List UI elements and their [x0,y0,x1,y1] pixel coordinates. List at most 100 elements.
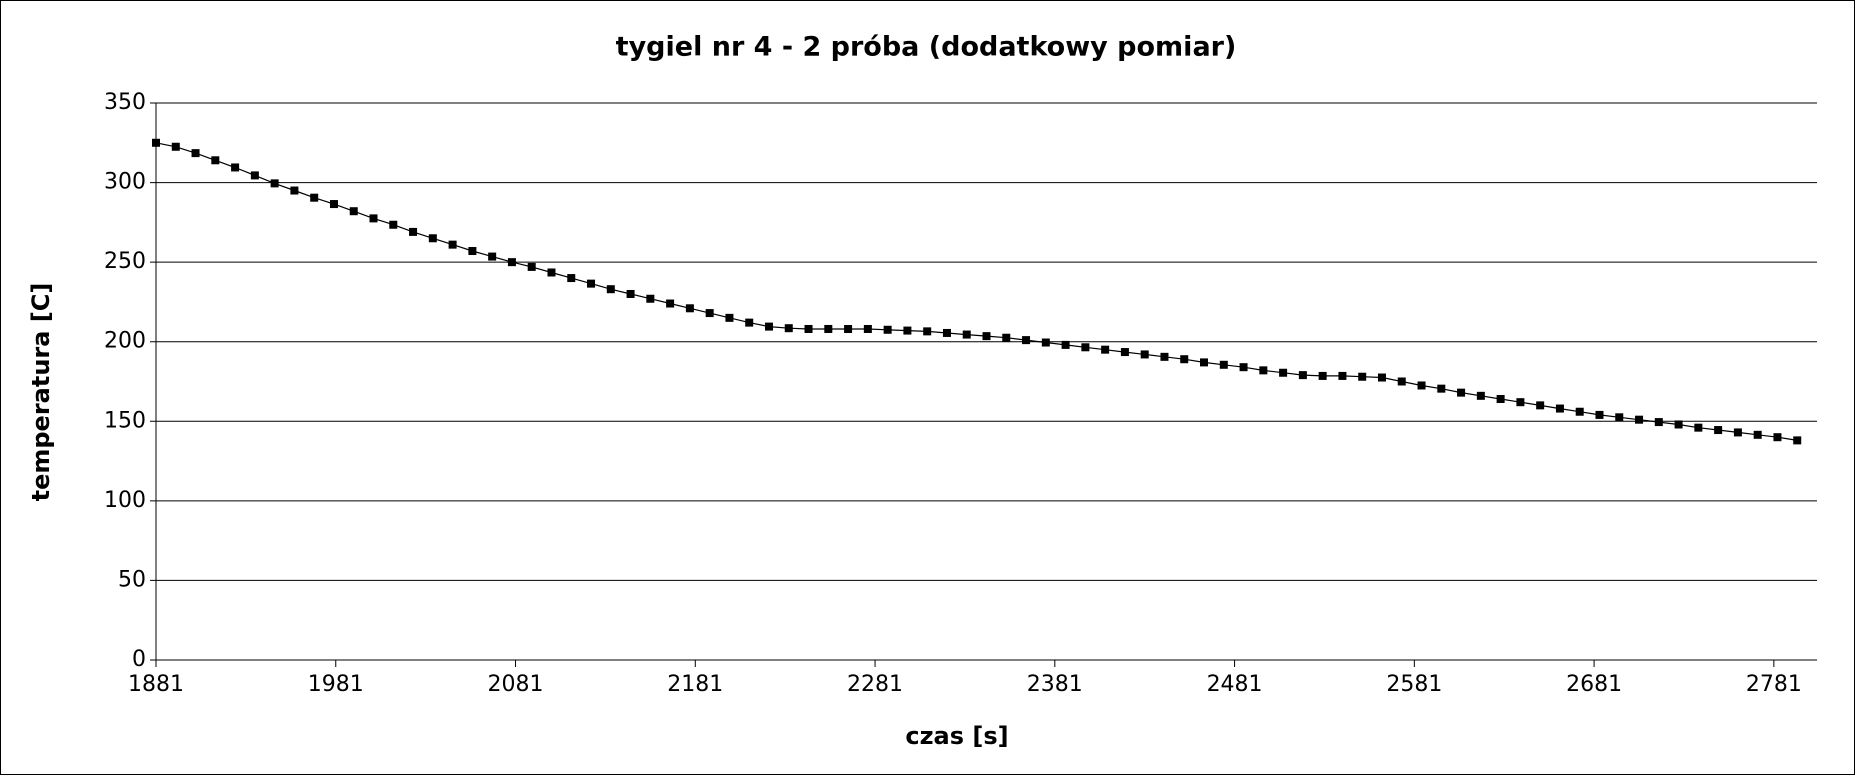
data-point [606,285,615,294]
x-tick-label: 2681 [1566,672,1622,697]
data-point [1358,372,1367,381]
data-point [844,324,853,333]
data-point [1377,373,1386,382]
data-point [1694,423,1703,432]
data-point [1002,333,1011,342]
data-point [784,324,793,333]
data-point [1101,345,1110,354]
y-tick-label: 50 [118,567,146,592]
data-point [1714,426,1723,435]
data-point [1180,355,1189,364]
data-point [1417,381,1426,390]
data-point [1793,436,1802,445]
data-point [171,142,180,151]
data-point [1397,377,1406,386]
data-point [1437,384,1446,393]
data-point [1575,407,1584,416]
y-tick-label: 150 [104,408,146,433]
data-point [1259,366,1268,375]
data-point [191,149,200,158]
data-point [468,247,477,256]
data-point [270,179,279,188]
data-point [310,193,319,202]
data-point [587,279,596,288]
data-point [250,171,259,180]
data-point [863,324,872,333]
data-point [982,332,991,341]
data-point [1773,433,1782,442]
y-tick-label: 350 [104,90,146,115]
data-point [349,207,358,216]
data-point [1200,358,1209,367]
x-axis-label: czas [s] [905,722,1008,750]
data-point [646,294,655,303]
data-point [1239,363,1248,372]
data-point [764,322,773,331]
data-point [1279,368,1288,377]
data-point [329,200,338,209]
data-point [1140,350,1149,359]
data-point [290,186,299,195]
data-point [369,214,378,223]
data-point [1733,428,1742,437]
data-point [883,325,892,334]
data-point [1081,343,1090,352]
x-tick-label: 2381 [1027,672,1083,697]
data-point [1536,401,1545,410]
y-tick-label: 100 [104,488,146,513]
data-point [824,324,833,333]
data-point [211,156,220,165]
data-point [745,318,754,327]
data-point [1318,371,1327,380]
data-point [1338,371,1347,380]
x-tick-label: 2581 [1386,672,1442,697]
data-point [567,274,576,283]
data-point [1061,340,1070,349]
data-point [1476,391,1485,400]
data-point [389,220,398,229]
data-point [1041,338,1050,347]
data-point [1298,371,1307,380]
data-point [1595,410,1604,419]
data-point [1160,352,1169,361]
data-point [1635,415,1644,424]
data-point [1496,395,1505,404]
data-point [1219,360,1228,369]
data-point [666,299,675,308]
data-point [725,313,734,322]
data-point [1022,336,1031,345]
data-point [962,330,971,339]
data-point [903,326,912,335]
data-point [1674,420,1683,429]
data-point [1654,418,1663,427]
data-point [685,304,694,313]
y-tick-label: 200 [104,329,146,354]
x-tick-label: 2181 [667,672,723,697]
x-tick-label: 2281 [847,672,903,697]
data-point [1753,430,1762,439]
data-point [1555,404,1564,413]
x-tick-label: 2781 [1746,672,1802,697]
data-point [527,262,536,271]
x-tick-label: 1981 [308,672,364,697]
x-tick-label: 2481 [1207,672,1263,697]
x-tick-label: 1881 [128,672,184,697]
data-point [1457,388,1466,397]
data-point [705,309,714,318]
data-point [428,234,437,243]
chart-title: tygiel nr 4 - 2 próba (dodatkowy pomiar) [616,32,1237,63]
data-point [448,240,457,249]
data-point [488,252,497,261]
data-point [547,268,556,277]
x-tick-label: 2081 [488,672,544,697]
y-tick-label: 0 [132,647,146,672]
y-tick-label: 250 [104,249,146,274]
data-point [804,324,813,333]
data-point [942,328,951,337]
data-point [409,227,418,236]
y-tick-label: 300 [104,170,146,195]
data-point [626,289,635,298]
data-point [923,327,932,336]
y-axis-label: temperatura [C] [27,283,55,502]
